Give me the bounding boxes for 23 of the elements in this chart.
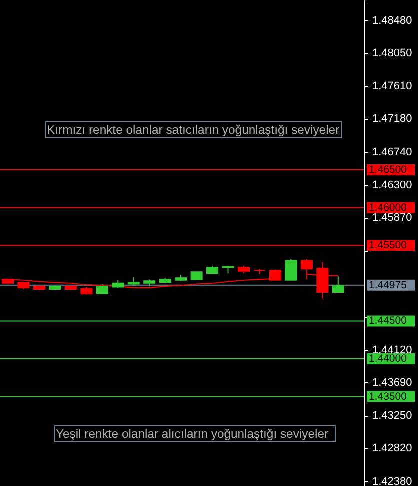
y-tick-label: 1.43690 (372, 376, 412, 389)
candlestick (96, 284, 108, 295)
ref-line-label: 1.44000 (369, 353, 408, 366)
ref-line-label: 1.46000 (369, 202, 408, 214)
ref-line-label: 1.44500 (369, 315, 408, 328)
y-tick-label: 1.47610 (372, 80, 412, 93)
y-tick-label: 1.42820 (372, 442, 412, 455)
y-tick-label: 1.45870 (372, 212, 412, 224)
annotation: Yeşil renkte olanlar alıcıların yoğunlaştığı seviyeler (56, 427, 329, 441)
ref-line-label: 1.44975 (369, 279, 408, 292)
candlestick (332, 276, 344, 294)
y-tick-label: 1.42380 (372, 476, 412, 486)
candlestick (285, 258, 298, 281)
ref-line-label: 1.43500 (369, 390, 408, 403)
y-tick-label: 1.48050 (372, 47, 412, 60)
y-tick-label: 1.48480 (372, 14, 412, 27)
annotation: Kırmızı renkte olanlar satıcıların yoğunlaştığı seviyeler (47, 123, 340, 137)
y-tick-label: 1.46300 (372, 180, 412, 192)
ref-line-label: 1.46500 (369, 164, 408, 176)
y-tick-label: 1.47180 (372, 113, 412, 126)
y-tick-label: 1.46740 (372, 146, 412, 158)
ref-line-label: 1.45500 (369, 240, 408, 252)
y-tick-label: 1.43250 (372, 410, 412, 422)
